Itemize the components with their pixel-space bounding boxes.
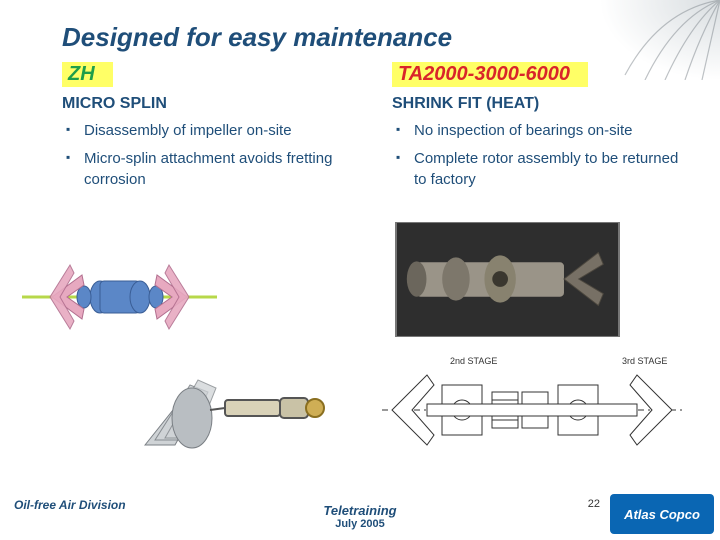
bullets-zh: Disassembly of impeller on-site Micro-sp… <box>62 121 362 190</box>
bullets-ta: No inspection of bearings on-site Comple… <box>392 121 692 190</box>
column-ta: TA2000-3000-6000 SHRINK FIT (HEAT) No in… <box>392 62 692 198</box>
column-zh: ZH MICRO SPLIN Disassembly of impeller o… <box>62 62 362 198</box>
image-rotor-drawing: 2nd STAGE 3rd STAGE <box>372 350 692 470</box>
bullet-item: Micro-splin attachment avoids fretting c… <box>62 149 362 190</box>
bullet-item: No inspection of bearings on-site <box>392 121 692 141</box>
image-tool-impeller <box>130 340 330 470</box>
bullet-item: Complete rotor assembly to be returned t… <box>392 149 692 190</box>
image-rotor-photo <box>395 222 620 337</box>
footer: Oil-free Air Division Teletraining July … <box>0 488 720 540</box>
label-2nd-stage: 2nd STAGE <box>450 356 497 366</box>
subhead-zh: MICRO SPLIN <box>62 95 362 113</box>
bullet-item: Disassembly of impeller on-site <box>62 121 362 141</box>
label-3rd-stage: 3rd STAGE <box>622 356 667 366</box>
subhead-ta: SHRINK FIT (HEAT) <box>392 95 692 113</box>
tag-zh: ZH <box>62 62 113 87</box>
logo-atlas-copco: Atlas Copco <box>610 494 714 534</box>
slide: Designed for easy maintenance ZH MICRO S… <box>0 0 720 540</box>
tag-ta: TA2000-3000-6000 <box>392 62 588 87</box>
slide-title: Designed for easy maintenance <box>62 22 452 53</box>
page-number: 22 <box>588 498 600 510</box>
